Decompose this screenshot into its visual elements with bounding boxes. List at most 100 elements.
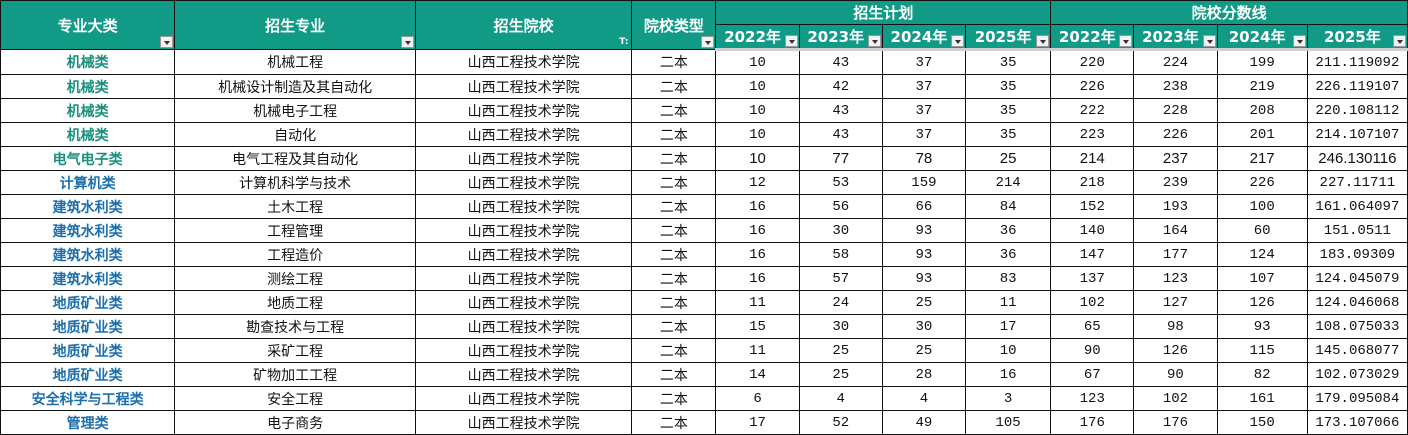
cell-major[interactable]: 计算机科学与技术 (174, 170, 416, 195)
cell-plan[interactable]: 10 (715, 122, 800, 147)
cell-plan[interactable]: 37 (881, 74, 967, 99)
cell-school[interactable]: 山西工程技术学院 (414, 218, 633, 243)
cell-school-type[interactable]: 二本 (631, 146, 717, 171)
cell-plan[interactable]: 43 (798, 49, 883, 75)
cell-plan[interactable]: 16 (715, 218, 800, 243)
cell-category[interactable]: 机械类 (0, 98, 176, 123)
cell-plan[interactable]: 93 (881, 266, 967, 291)
cell-plan[interactable]: 11 (715, 338, 800, 363)
cell-score[interactable]: 226 (1050, 74, 1135, 99)
cell-category[interactable]: 地质矿业类 (0, 362, 176, 387)
cell-school-type[interactable]: 二本 (631, 194, 717, 219)
cell-score[interactable]: 164 (1133, 218, 1218, 243)
filter-dropdown-icon[interactable] (400, 36, 414, 48)
cell-plan[interactable]: 25 (964, 146, 1052, 171)
cell-school-type[interactable]: 二本 (631, 49, 717, 75)
cell-score[interactable]: 211.119092 (1306, 49, 1408, 75)
cell-score[interactable]: 126 (1216, 290, 1308, 315)
cell-plan[interactable]: 25 (881, 338, 967, 363)
cell-major[interactable]: 勘查技术与工程 (174, 314, 416, 339)
cell-score[interactable]: 140 (1050, 218, 1135, 243)
cell-score[interactable]: 220.108112 (1306, 98, 1408, 123)
cell-score[interactable]: 219 (1216, 74, 1308, 99)
cell-plan[interactable]: 43 (798, 122, 883, 147)
cell-major[interactable]: 采矿工程 (174, 338, 416, 363)
cell-plan[interactable]: 58 (798, 242, 883, 267)
cell-score[interactable]: 145.068077 (1306, 338, 1408, 363)
cell-score[interactable]: 208 (1216, 98, 1308, 123)
cell-school[interactable]: 山西工程技术学院 (414, 98, 633, 123)
cell-plan[interactable]: 10 (715, 49, 800, 75)
cell-school-type[interactable]: 二本 (631, 290, 717, 315)
cell-major[interactable]: 自动化 (174, 122, 416, 147)
cell-major[interactable]: 工程造价 (174, 242, 416, 267)
filter-dropdown-icon[interactable] (867, 35, 881, 47)
cell-school[interactable]: 山西工程技术学院 (414, 122, 633, 147)
cell-plan[interactable]: 4 (881, 386, 967, 411)
cell-school-type[interactable]: 二本 (631, 242, 717, 267)
cell-plan[interactable]: 35 (964, 98, 1052, 123)
cell-major[interactable]: 电气工程及其自动化 (174, 146, 416, 171)
cell-score[interactable]: 152 (1050, 194, 1135, 219)
cell-school-type[interactable]: 二本 (631, 74, 717, 99)
cell-plan[interactable]: 30 (881, 314, 967, 339)
filter-dropdown-icon[interactable] (1036, 35, 1050, 47)
cell-score[interactable]: 214 (1050, 146, 1135, 171)
cell-score[interactable]: 226.119107 (1306, 74, 1408, 99)
cell-category[interactable]: 电气电子类 (0, 146, 176, 171)
cell-score[interactable]: 237 (1133, 146, 1218, 171)
cell-plan[interactable]: 93 (881, 242, 967, 267)
cell-score[interactable]: 124.045079 (1306, 266, 1408, 291)
cell-category[interactable]: 地质矿业类 (0, 338, 176, 363)
header-plan-year-2[interactable]: 2024年 (881, 24, 967, 51)
cell-plan[interactable]: 16 (964, 362, 1052, 387)
cell-score[interactable]: 151.0511 (1306, 218, 1408, 243)
cell-plan[interactable]: 16 (715, 194, 800, 219)
cell-category[interactable]: 建筑水利类 (0, 242, 176, 267)
header-major[interactable]: 招生专业 (174, 0, 416, 50)
filter-dropdown-icon[interactable] (1292, 35, 1306, 47)
cell-school[interactable]: 山西工程技术学院 (414, 170, 633, 195)
cell-plan[interactable]: 66 (881, 194, 967, 219)
cell-category[interactable]: 建筑水利类 (0, 218, 176, 243)
cell-score[interactable]: 124.046068 (1306, 290, 1408, 315)
cell-school[interactable]: 山西工程技术学院 (414, 314, 633, 339)
cell-school[interactable]: 山西工程技术学院 (414, 338, 633, 363)
cell-score[interactable]: 127 (1133, 290, 1218, 315)
active-filter-icon[interactable]: T: (619, 37, 629, 47)
cell-score[interactable]: 137 (1050, 266, 1135, 291)
cell-score[interactable]: 226 (1133, 122, 1218, 147)
cell-score[interactable]: 90 (1050, 338, 1135, 363)
cell-major[interactable]: 机械设计制造及其自动化 (174, 74, 416, 99)
cell-plan[interactable]: 16 (715, 266, 800, 291)
cell-category[interactable]: 安全科学与工程类 (0, 386, 176, 411)
cell-score[interactable]: 226 (1216, 170, 1308, 195)
cell-plan[interactable]: 84 (964, 194, 1052, 219)
cell-score[interactable]: 107 (1216, 266, 1308, 291)
cell-score[interactable]: 123 (1133, 266, 1218, 291)
cell-score[interactable]: 93 (1216, 314, 1308, 339)
cell-school[interactable]: 山西工程技术学院 (414, 194, 633, 219)
cell-plan[interactable]: 10 (715, 74, 800, 99)
header-school[interactable]: 招生院校 T: (414, 0, 633, 50)
cell-school-type[interactable]: 二本 (631, 362, 717, 387)
cell-score[interactable]: 126 (1133, 338, 1218, 363)
filter-dropdown-icon[interactable] (951, 35, 964, 47)
cell-school[interactable]: 山西工程技术学院 (414, 290, 633, 315)
cell-score[interactable]: 147 (1050, 242, 1135, 267)
cell-plan[interactable]: 83 (964, 266, 1052, 291)
cell-plan[interactable]: 57 (798, 266, 883, 291)
cell-category[interactable]: 建筑水利类 (0, 194, 176, 219)
cell-score[interactable]: 161.064097 (1306, 194, 1408, 219)
cell-major[interactable]: 矿物加工工程 (174, 362, 416, 387)
cell-plan[interactable]: 30 (798, 314, 883, 339)
cell-score[interactable]: 108.075033 (1306, 314, 1408, 339)
cell-major[interactable]: 机械电子工程 (174, 98, 416, 123)
cell-plan[interactable]: 37 (881, 98, 967, 123)
cell-category[interactable]: 地质矿业类 (0, 290, 176, 315)
cell-plan[interactable]: 35 (964, 74, 1052, 99)
cell-score[interactable]: 90 (1133, 362, 1218, 387)
cell-plan[interactable]: 37 (881, 49, 967, 75)
cell-plan[interactable]: 10 (964, 338, 1052, 363)
cell-school-type[interactable]: 二本 (631, 386, 717, 411)
